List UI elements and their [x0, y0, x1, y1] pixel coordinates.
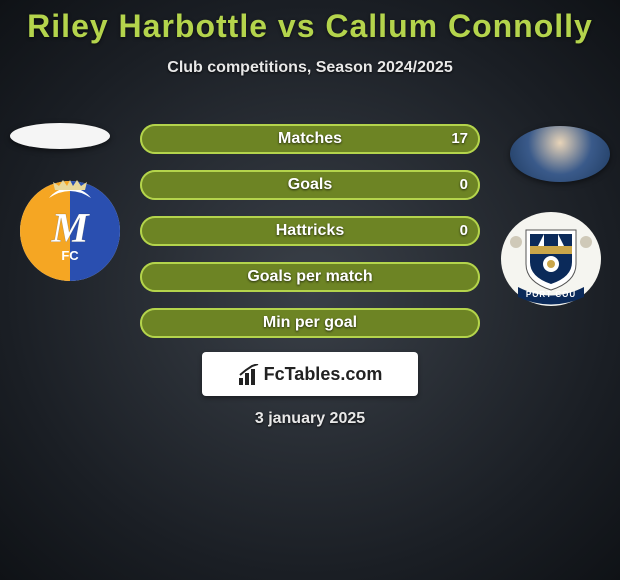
stat-label: Goals	[140, 170, 480, 200]
page-title: Riley Harbottle vs Callum Connolly	[0, 0, 620, 45]
page-subtitle: Club competitions, Season 2024/2025	[0, 59, 620, 77]
player2-avatar	[510, 126, 610, 182]
stat-row: Goals per match	[140, 262, 480, 292]
stat-label: Goals per match	[140, 262, 480, 292]
stat-row: Matches17	[140, 124, 480, 154]
date-text: 3 january 2025	[0, 410, 620, 428]
club-right-badge: PORT COU	[500, 212, 602, 307]
watermark-chart-icon	[238, 364, 260, 386]
watermark-badge: FcTables.com	[202, 352, 418, 396]
stats-container: Matches17Goals0Hattricks0Goals per match…	[140, 124, 480, 354]
stat-label: Min per goal	[140, 308, 480, 338]
stat-label: Hattricks	[140, 216, 480, 246]
stat-value-p2: 0	[448, 216, 480, 246]
club-left-badge: M FC	[19, 180, 121, 282]
svg-text:PORT COU: PORT COU	[526, 290, 576, 299]
svg-text:FC: FC	[61, 248, 79, 263]
watermark-text: FcTables.com	[264, 364, 383, 384]
stat-value-p2: 0	[448, 170, 480, 200]
stat-value-p2: 17	[439, 124, 480, 154]
stat-row: Hattricks0	[140, 216, 480, 246]
svg-text:M: M	[50, 206, 90, 252]
player1-avatar	[10, 123, 110, 149]
stat-label: Matches	[140, 124, 480, 154]
stat-row: Goals0	[140, 170, 480, 200]
stat-row: Min per goal	[140, 308, 480, 338]
